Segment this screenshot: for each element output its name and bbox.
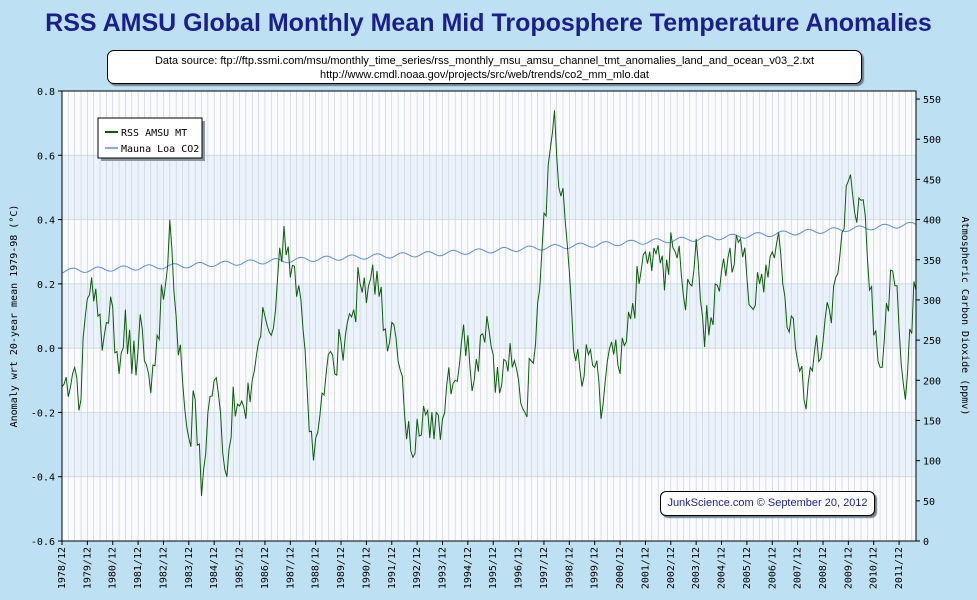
x-tick-label: 2008/12 [818,547,829,589]
x-tick-label: 2001/12 [640,547,651,589]
data-source-line-1: Data source: ftp://ftp.ssmi.com/msu/mont… [154,55,815,67]
credit-box: JunkScience.com © September 20, 2012 [660,491,875,516]
x-tick-label: 1988/12 [311,547,322,589]
right-tick-label: 100 [923,457,941,468]
x-tick-label: 2004/12 [717,547,728,589]
x-tick-label: 2007/12 [793,547,804,589]
legend-label-rss: RSS AMSU MT [121,128,187,139]
right-tick-label: 250 [923,336,941,347]
x-tick-label: 1984/12 [209,547,220,589]
x-tick-label: 1982/12 [158,547,169,589]
x-tick-label: 2009/12 [843,547,854,589]
plot-band [62,155,916,220]
x-tick-label: 1999/12 [590,547,601,589]
x-tick-label: 1989/12 [336,547,347,589]
legend-label-co2: Mauna Loa CO2 [121,144,199,155]
x-tick-label: 1991/12 [387,547,398,589]
left-tick-label: -0.4 [31,473,55,484]
left-axis-label: Anomaly wrt 20-year mean 1979-98 (°C) [9,205,20,428]
x-tick-label: 1981/12 [133,547,144,589]
x-tick-label: 1993/12 [437,547,448,589]
x-tick-label: 2006/12 [767,547,778,589]
rss-series-layer [61,110,917,497]
chart-title: RSS AMSU Global Monthly Mean Mid Troposp… [45,9,932,37]
x-tick-label: 1983/12 [184,547,195,589]
right-tick-label: 300 [923,296,941,307]
x-tick-label: 2000/12 [615,547,626,589]
x-tick-label: 2002/12 [666,547,677,589]
left-tick-label: 0.6 [37,151,55,162]
x-tick-label: 2010/12 [869,547,880,589]
left-tick-label: 0.2 [37,280,55,291]
x-tick-label: 1986/12 [260,547,271,589]
rss-line [61,110,917,497]
right-tick-label: 550 [923,95,941,106]
co2-line [61,221,917,274]
x-tick-label: 1978/12 [57,547,68,589]
left-axis-ticks: 0.8 0.6 0.4 0.2 0.0 -0.2 -0.4 -0.6 [31,87,62,548]
x-tick-label: 1998/12 [564,547,575,589]
right-tick-label: 450 [923,175,941,186]
right-tick-label: 400 [923,216,941,227]
data-source-line-2: http://www.cmdl.noaa.gov/projects/src/we… [320,69,649,81]
x-tick-label: 1987/12 [285,547,296,589]
left-tick-label: 0.8 [37,87,55,98]
co2-series-layer [61,221,917,274]
right-tick-label: 50 [923,497,935,508]
x-tick-label: 1992/12 [412,547,423,589]
data-source-box: Data source: ftp://ftp.ssmi.com/msu/mont… [107,50,862,84]
left-tick-label: -0.2 [31,408,55,419]
x-tick-label: 1990/12 [361,547,372,589]
x-tick-label: 1995/12 [488,547,499,589]
x-tick-label: 1996/12 [514,547,525,589]
x-tick-label: 1980/12 [108,547,119,589]
right-tick-label: 200 [923,376,941,387]
left-tick-label: 0.0 [37,344,55,355]
x-tick-label: 2003/12 [691,547,702,589]
x-tick-label: 2011/12 [894,547,905,589]
right-tick-label: 0 [923,537,929,548]
x-tick-label: 2005/12 [742,547,753,589]
legend: RSS AMSU MT Mauna Loa CO2 [97,117,205,161]
left-tick-label: -0.6 [31,537,55,548]
x-tick-label: 1979/12 [82,547,93,589]
right-axis-label: Atmospheric Carbon Dioxide (ppmv) [959,217,970,416]
x-axis-ticks: 1978/12 1979/12 1980/12 1981/12 1982/12 1983/… [57,541,905,589]
x-tick-label: 1985/12 [235,547,246,589]
right-tick-label: 500 [923,135,941,146]
x-tick-label: 1997/12 [539,547,550,589]
plot-bands [62,91,916,541]
right-tick-label: 150 [923,416,941,427]
plot-border [61,90,917,542]
right-tick-label: 350 [923,256,941,267]
x-tick-label: 1994/12 [463,547,474,589]
left-tick-label: 0.4 [37,216,55,227]
plot-band [62,283,916,349]
